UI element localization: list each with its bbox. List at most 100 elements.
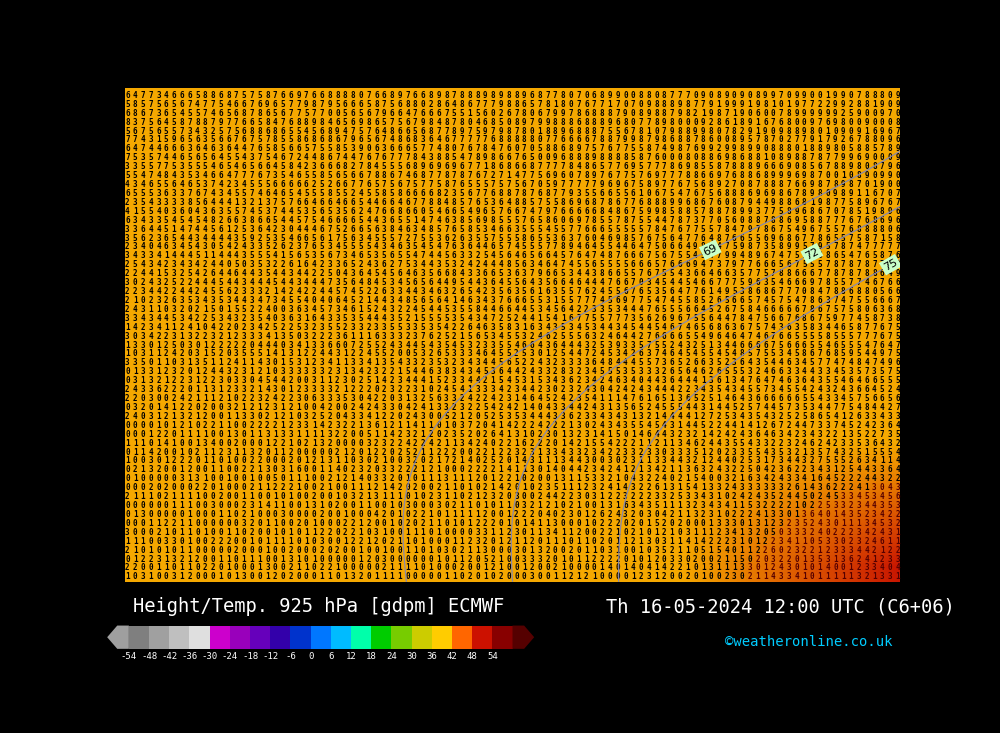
Text: 0: 0 [164,510,169,519]
Text: 4: 4 [436,117,441,127]
Text: 7: 7 [250,189,254,198]
Text: 4: 4 [607,385,612,394]
Text: 6: 6 [794,269,799,279]
Text: 2: 2 [296,385,301,394]
Text: 5: 5 [888,394,892,403]
Text: 3: 3 [584,358,589,367]
Text: 1: 1 [218,421,223,430]
Text: 4: 4 [810,251,814,260]
Text: 2: 2 [343,421,348,430]
Text: 7: 7 [693,100,698,108]
Text: 2: 2 [133,465,137,474]
Text: 5: 5 [600,367,604,376]
Text: 5: 5 [849,198,853,207]
Text: 5: 5 [825,314,830,323]
Text: 6: 6 [561,278,565,287]
Text: 0: 0 [444,564,449,572]
Text: 3: 3 [413,385,418,394]
Text: 5: 5 [265,243,270,251]
Text: 2: 2 [288,323,293,332]
Text: 1: 1 [592,545,597,555]
Text: 9: 9 [748,117,752,127]
Text: 8: 8 [818,251,822,260]
Text: 5: 5 [530,100,534,108]
Text: 3: 3 [444,394,449,403]
Text: 5: 5 [786,385,791,394]
Text: 4: 4 [677,278,682,287]
Text: 1: 1 [849,519,853,528]
Text: 7: 7 [709,216,713,225]
Text: 9: 9 [623,108,628,118]
Text: 0: 0 [327,492,332,501]
Text: 6: 6 [405,189,410,198]
Text: 5: 5 [242,91,246,100]
Text: 0: 0 [654,127,659,136]
Text: 4: 4 [374,403,379,412]
Text: 1: 1 [156,367,161,376]
Text: 3: 3 [250,287,254,296]
Bar [290,625,311,649]
Text: 3: 3 [646,367,651,376]
Text: 3: 3 [553,412,558,421]
Text: 2: 2 [390,474,394,483]
Text: 0: 0 [234,519,239,528]
Text: 3: 3 [460,376,464,386]
Text: 3: 3 [569,448,573,457]
Text: 0: 0 [413,519,418,528]
Text: 5: 5 [584,394,589,403]
Text: 2: 2 [351,403,355,412]
Text: 1: 1 [250,510,254,519]
Text: 2: 2 [312,412,316,421]
Text: 9: 9 [693,260,698,269]
Text: 4: 4 [343,269,348,279]
Text: 5: 5 [164,216,169,225]
Text: 4: 4 [491,251,495,260]
Text: 3: 3 [133,198,137,207]
Text: 6: 6 [786,341,791,350]
Text: 3: 3 [250,296,254,305]
Text: 0: 0 [709,555,713,564]
Text: 7: 7 [351,341,355,350]
Text: 8: 8 [662,108,667,118]
Text: 8: 8 [491,153,495,162]
Text: 3: 3 [584,457,589,465]
Text: 8: 8 [794,153,799,162]
Text: 6: 6 [569,376,573,386]
Text: 4: 4 [320,278,324,287]
Bar [331,625,351,649]
Text: 7: 7 [499,144,503,153]
Text: 1: 1 [545,465,550,474]
Text: 8: 8 [810,207,814,216]
Text: 0: 0 [156,492,161,501]
Text: 4: 4 [600,430,604,439]
Text: 7: 7 [288,153,293,162]
Text: 3: 3 [732,385,737,394]
Text: 2: 2 [600,483,604,493]
Text: 6: 6 [351,234,355,243]
Text: 0: 0 [281,474,285,483]
Text: 7: 7 [864,323,869,332]
Text: 3: 3 [506,412,511,421]
Text: 5: 5 [374,189,379,198]
Text: 4: 4 [218,198,223,207]
Text: 4: 4 [545,510,550,519]
Text: 0: 0 [771,127,775,136]
Text: 8: 8 [366,278,371,287]
Text: 0: 0 [203,555,207,564]
Text: 3: 3 [133,162,137,172]
Text: 0: 0 [763,108,768,118]
Text: 7: 7 [654,269,659,279]
Text: 3: 3 [320,394,324,403]
Text: 5: 5 [779,260,783,269]
Text: 4: 4 [849,251,853,260]
Text: 0: 0 [296,457,301,465]
Text: 5: 5 [483,331,488,341]
Text: 3: 3 [786,367,791,376]
Text: 2: 2 [273,438,277,448]
Text: 3: 3 [631,483,635,493]
Text: 7: 7 [358,153,363,162]
Text: 4: 4 [156,260,161,269]
Text: 4: 4 [553,528,558,537]
Text: 5: 5 [148,207,153,216]
Text: 2: 2 [475,438,480,448]
